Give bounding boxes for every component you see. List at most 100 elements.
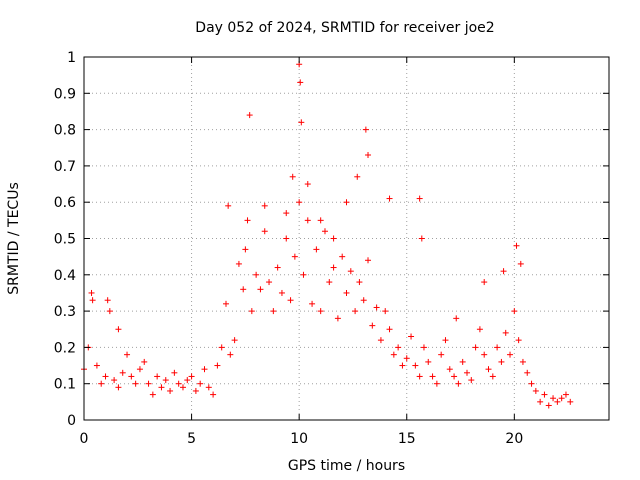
data-point: [418, 235, 425, 242]
data-point: [347, 268, 354, 275]
data-point: [558, 395, 565, 402]
data-point: [399, 362, 406, 369]
data-point: [304, 181, 311, 188]
data-point: [416, 373, 423, 380]
grid: [83, 56, 609, 421]
data-point: [326, 279, 333, 286]
y-tick-label: 0.2: [54, 340, 76, 356]
data-point: [537, 398, 544, 405]
data-point: [500, 268, 507, 275]
data-point: [287, 297, 294, 304]
data-point: [425, 358, 432, 365]
data-point: [93, 362, 100, 369]
data-point: [98, 380, 105, 387]
data-point: [455, 380, 462, 387]
data-point: [317, 308, 324, 315]
data-point: [365, 152, 372, 159]
data-point: [453, 315, 460, 322]
data-point: [507, 351, 514, 358]
data-point: [162, 377, 169, 384]
data-point: [532, 387, 539, 394]
data-point: [513, 242, 520, 249]
data-point: [567, 398, 574, 405]
data-point: [433, 380, 440, 387]
data-point: [296, 199, 303, 206]
data-point: [119, 369, 126, 376]
data-point: [171, 369, 178, 376]
data-point: [412, 362, 419, 369]
data-point: [517, 260, 524, 267]
y-axis-label: SRMTID / TECUs: [6, 182, 22, 295]
data-point: [485, 366, 492, 373]
data-point: [395, 344, 402, 351]
x-tick-label: 15: [398, 431, 416, 447]
y-tick-label: 0.4: [54, 268, 76, 284]
y-tick-label: 0.6: [54, 195, 76, 211]
data-point: [227, 351, 234, 358]
data-point: [562, 391, 569, 398]
data-point: [240, 286, 247, 293]
data-point: [235, 260, 242, 267]
plot-frame: [83, 56, 610, 421]
y-tick-label: 0.5: [54, 232, 76, 248]
data-point: [554, 398, 561, 405]
data-point: [343, 289, 350, 296]
data-point: [545, 402, 552, 409]
data-point: [297, 79, 304, 86]
data-point: [141, 358, 148, 365]
data-point: [494, 344, 501, 351]
data-point: [373, 304, 380, 311]
data-point: [446, 366, 453, 373]
data-point: [104, 297, 111, 304]
data-point: [300, 271, 307, 278]
data-point: [390, 351, 397, 358]
y-tick-label: 0.9: [54, 86, 76, 102]
data-point: [416, 195, 423, 202]
data-point: [124, 351, 131, 358]
data-point: [274, 264, 281, 271]
data-point: [502, 329, 509, 336]
data-point: [519, 358, 526, 365]
data-point: [179, 384, 186, 391]
data-point: [438, 351, 445, 358]
data-point: [154, 373, 161, 380]
data-point: [382, 308, 389, 315]
data-point: [242, 246, 249, 253]
data-point: [106, 308, 113, 315]
data-point: [541, 391, 548, 398]
data-point: [309, 300, 316, 307]
data-point: [386, 195, 393, 202]
data-point: [231, 337, 238, 344]
data-point: [289, 173, 296, 180]
data-point: [184, 377, 191, 384]
data-point: [128, 373, 135, 380]
data-point: [481, 279, 488, 286]
data-point: [313, 246, 320, 253]
data-point: [266, 279, 273, 286]
y-tick-label: 0.8: [54, 123, 76, 139]
x-tick-label: 10: [290, 431, 308, 447]
data-point: [188, 373, 195, 380]
data-point: [459, 358, 466, 365]
data-point: [102, 373, 109, 380]
axis-ticks: 00.10.20.30.40.50.60.70.80.910 5 10 15 20: [54, 50, 609, 447]
data-point: [145, 380, 152, 387]
data-point: [365, 257, 372, 264]
data-point: [498, 358, 505, 365]
data-point: [175, 380, 182, 387]
data-point: [356, 279, 363, 286]
data-point: [291, 253, 298, 260]
data-point: [476, 326, 483, 333]
y-tick-label: 0.1: [54, 377, 76, 393]
data-point: [408, 333, 415, 340]
data-point: [167, 387, 174, 394]
data-point: [429, 373, 436, 380]
data-point: [248, 308, 255, 315]
x-axis-label: GPS time / hours: [288, 458, 405, 474]
y-tick-label: 0.3: [54, 304, 76, 320]
data-point: [354, 173, 361, 180]
data-point: [89, 297, 96, 304]
data-point: [223, 300, 230, 307]
data-point: [481, 351, 488, 358]
